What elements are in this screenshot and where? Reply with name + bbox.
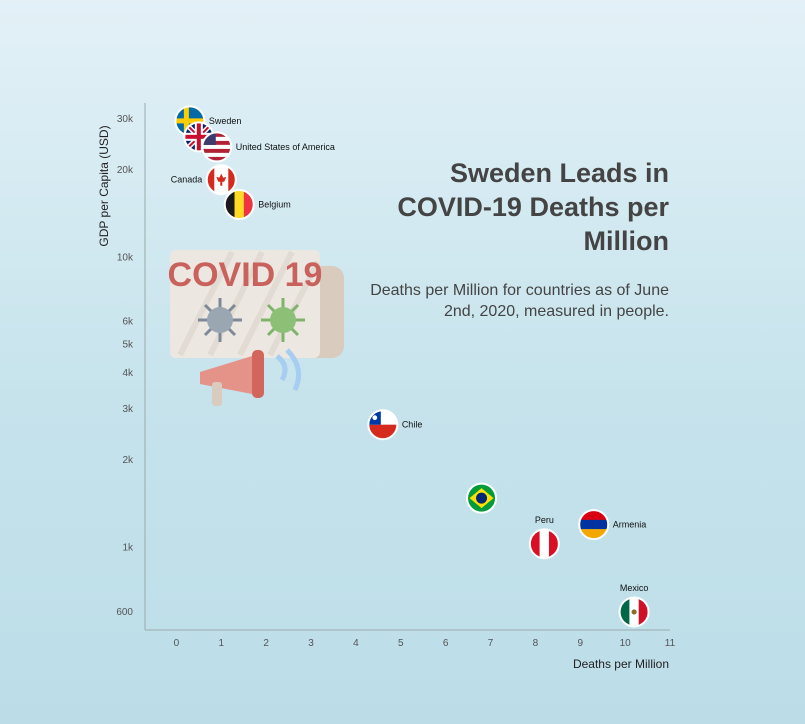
x-tick-label: 2 <box>263 638 269 649</box>
megaphone-icon <box>200 348 302 406</box>
y-tick-label: 30k <box>117 114 134 125</box>
usa-flag-icon <box>202 132 231 161</box>
data-point-sweden: Sweden <box>174 105 242 137</box>
x-tick-label: 10 <box>620 638 632 649</box>
peru-flag-icon <box>530 529 559 558</box>
y-tick-label: 10k <box>117 252 134 263</box>
x-tick-label: 1 <box>219 638 225 649</box>
point-label: Peru <box>535 515 554 525</box>
data-point-canada: Canada <box>171 164 237 196</box>
y-tick-label: 1k <box>122 543 134 554</box>
x-tick-label: 6 <box>443 638 449 649</box>
point-label: Canada <box>171 175 203 185</box>
data-point-belgium: Belgium <box>223 188 291 220</box>
mexico-flag-icon <box>620 597 649 626</box>
x-tick-label: 0 <box>174 638 180 649</box>
x-tick-label: 5 <box>398 638 404 649</box>
point-label: Mexico <box>620 583 649 593</box>
x-tick-label: 7 <box>488 638 494 649</box>
belgium-flag-icon <box>225 190 254 219</box>
x-tick-label: 11 <box>665 638 676 649</box>
x-tick-label: 3 <box>308 638 314 649</box>
point-label: Chile <box>402 420 423 430</box>
data-point-armenia: Armenia <box>578 509 647 541</box>
y-tick-label: 5k <box>122 340 134 351</box>
y-tick-label: 20k <box>117 165 134 176</box>
x-tick-label: 4 <box>353 638 359 649</box>
virus-gray-icon <box>198 298 242 342</box>
data-point-brazil <box>466 482 498 514</box>
virus-green-icon <box>261 298 305 342</box>
x-axis-label: Deaths per Million <box>573 657 669 671</box>
point-label: Sweden <box>209 116 242 126</box>
covid-banner-text: COVID 19 <box>168 256 323 294</box>
covid-megaphone-illustration: COVID 19 <box>168 250 344 406</box>
chart-title: Sweden Leads in COVID-19 Deaths per Mill… <box>397 158 669 256</box>
x-tick-label: 8 <box>533 638 539 649</box>
point-label: Armenia <box>613 520 647 530</box>
armenia-flag-icon <box>579 510 608 539</box>
data-point-usa: United States of America <box>201 131 335 163</box>
brazil-flag-icon <box>467 484 496 513</box>
chile-flag-icon <box>368 410 397 439</box>
y-tick-label: 2k <box>122 455 134 466</box>
axes <box>144 103 670 631</box>
y-tick-label: 3k <box>122 404 134 415</box>
canada-flag-icon <box>207 165 236 194</box>
y-tick-label: 6k <box>122 317 134 328</box>
data-point-peru: Peru <box>528 515 560 560</box>
y-tick-label: 4k <box>122 368 134 379</box>
data-point-chile: Chile <box>367 409 423 441</box>
y-tick-label: 600 <box>116 607 133 618</box>
chart-subtitle: Deaths per Million for countries as of J… <box>370 282 669 320</box>
x-tick-label: 9 <box>577 638 583 649</box>
point-label: United States of America <box>236 142 335 152</box>
point-label: Belgium <box>258 199 291 209</box>
y-axis-label: GDP per Capita (USD) <box>97 125 111 246</box>
data-point-mexico: Mexico <box>618 583 650 628</box>
